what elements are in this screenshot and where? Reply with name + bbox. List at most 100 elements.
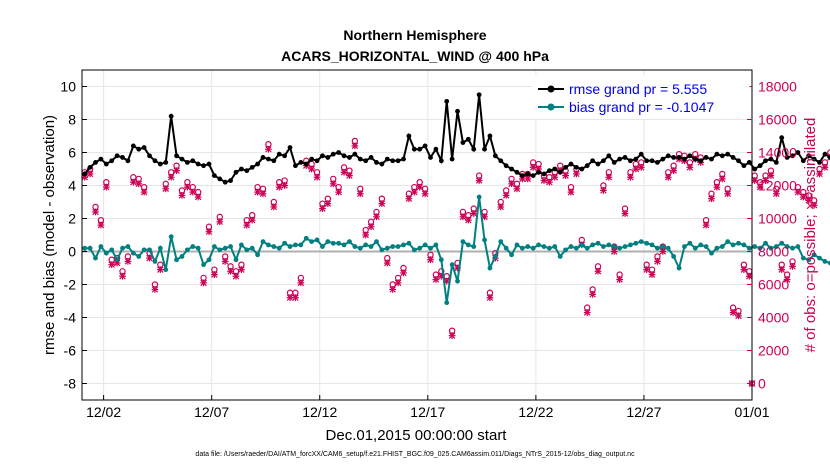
y-right-tick-label: 6000 [758,277,789,293]
bias-point [536,242,541,248]
rmse-point [314,158,320,164]
rmse-point [433,146,439,152]
bias-point [233,257,239,263]
obs-assimilated-point [248,216,256,224]
obs-assimilated-point [135,180,143,188]
rmse-point [201,163,206,169]
bias-point [136,254,142,259]
bias-point [476,194,482,200]
bias-point [384,245,390,251]
bias-point [93,255,98,261]
obs-assimilated-point [459,213,467,221]
bias-point [746,245,752,251]
bias-point [492,254,498,259]
obs-assimilated-point [821,163,829,171]
bias-point [217,247,223,253]
obs-assimilated-point [464,216,472,224]
rmse-point [233,169,239,175]
obs-assimilated-point [146,254,153,262]
obs-assimilated-point [108,261,116,269]
bias-point [411,247,417,253]
rmse-point [817,160,822,165]
obs-assimilated-point [513,185,521,193]
bias-point [98,244,104,249]
y-left-axis-label: rmse and bias (model - observation) [41,115,58,355]
obs-assimilated-point [178,192,186,199]
y-right-tick-label: 16000 [758,112,797,128]
legend-rmse-marker [547,85,555,93]
rmse-point [309,156,315,162]
rmse-point [514,169,520,175]
bias-point [617,245,623,251]
rmse-point [130,143,136,149]
rmse-point [211,173,217,179]
y-right-tick-label: 14000 [758,145,797,161]
x-tick-label: 12/07 [194,404,229,420]
rmse-point [800,158,806,164]
bias-point [682,244,687,249]
x-axis: 12/02 12/07 12/12 12/17 12/22 12/27 01/01 [86,395,770,420]
bias-point [211,244,217,249]
bias-point [465,242,471,248]
obs-assimilated-point [637,163,645,171]
bias-point [703,244,709,249]
bias-point [357,245,363,251]
rmse-point [266,156,271,162]
obs-assimilated-point [427,256,434,264]
rmse-point [730,155,736,160]
obs-assimilated-point [151,286,159,293]
obs-assimilated-point [92,208,99,216]
rmse-point [682,156,687,162]
bias-point [82,245,88,251]
rmse-point [320,153,325,159]
rmse-point [293,163,298,169]
obs-assimilated-point [740,266,748,274]
rmse-point [147,153,152,159]
bias-point [352,244,358,249]
rmse-point [411,146,417,152]
bias-point [573,245,579,251]
bias-point [622,244,628,249]
bias-point [260,239,266,245]
obs-assimilated-point [632,165,640,173]
x-tick-label: 12/12 [302,404,337,420]
bias-point [557,254,563,259]
bias-point [676,265,682,271]
rmse-point [649,158,655,164]
rmse-point [222,179,228,185]
rmse-point [374,160,379,165]
rmse-point [595,161,601,167]
bias-point [368,244,374,249]
bias-point [190,244,196,249]
bias-point [330,240,336,246]
obs-assimilated-point [724,190,732,198]
bias-point [244,247,250,253]
rmse-point [606,153,612,159]
bias-point [541,244,547,249]
bias-point [628,242,633,248]
rmse-point [633,156,639,162]
bias-point [287,244,293,249]
bias-point [120,245,125,251]
bias-point [255,252,261,258]
obs-assimilated-point [373,213,380,221]
obs-assimilated-point [383,259,391,267]
obs-assimilated-point [281,182,288,189]
bias-point [401,242,406,248]
rmse-point [87,164,93,170]
x-tick-label: 12/02 [86,404,121,420]
rmse-point [736,158,741,164]
rmse-point [773,160,779,165]
obs-assimilated-point [97,221,105,229]
obs-assimilated-point [335,188,343,196]
obs-assimilated-point [265,145,272,153]
bias-point [417,245,423,251]
obs-assimilated-point [254,188,261,196]
rmse-point [120,155,125,160]
series-lines [82,92,830,306]
obs-assimilated-point [362,231,370,239]
obs-assimilated-point [416,183,424,191]
obs-assimilated-point [729,309,737,316]
rmse-point [492,153,498,159]
bias-point [163,267,169,273]
